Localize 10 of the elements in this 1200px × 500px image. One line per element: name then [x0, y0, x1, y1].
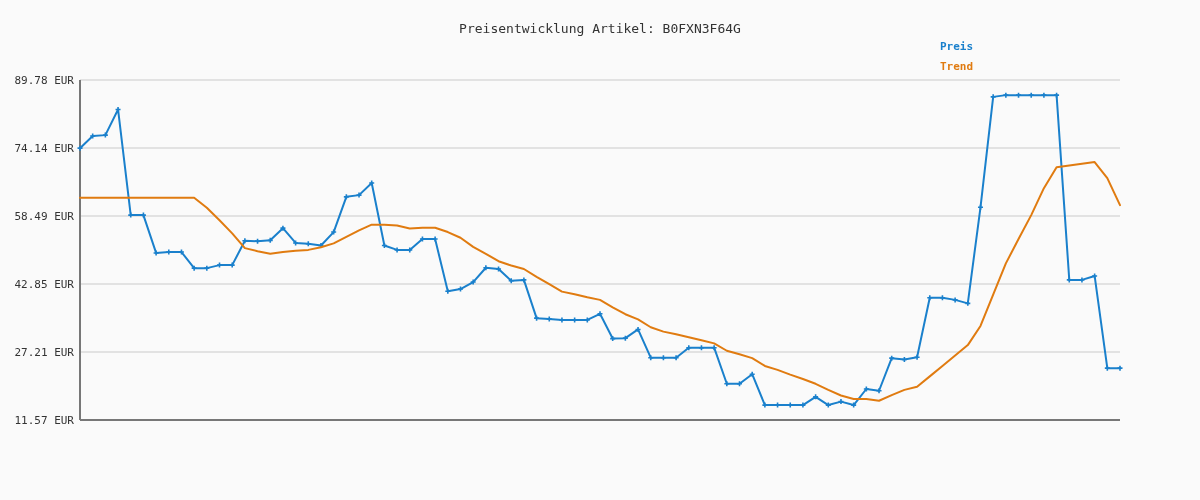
y-tick-label: 58.49 EUR: [14, 209, 75, 223]
y-tick-label: 74.14 EUR: [14, 141, 75, 155]
y-tick-label: 42.85 EUR: [14, 277, 75, 291]
text: Trend: [940, 60, 974, 73]
y-tick-label: 11.57 EUR: [14, 413, 75, 427]
line-series: [79, 161, 1121, 402]
chart-title: Preisentwicklung Artikel: B0FXN3F64G: [459, 21, 742, 36]
text: Preis: [940, 40, 974, 53]
y-tick-label: 27.21 EUR: [14, 345, 75, 359]
y-tick-label: 89.78 EUR: [14, 73, 75, 87]
